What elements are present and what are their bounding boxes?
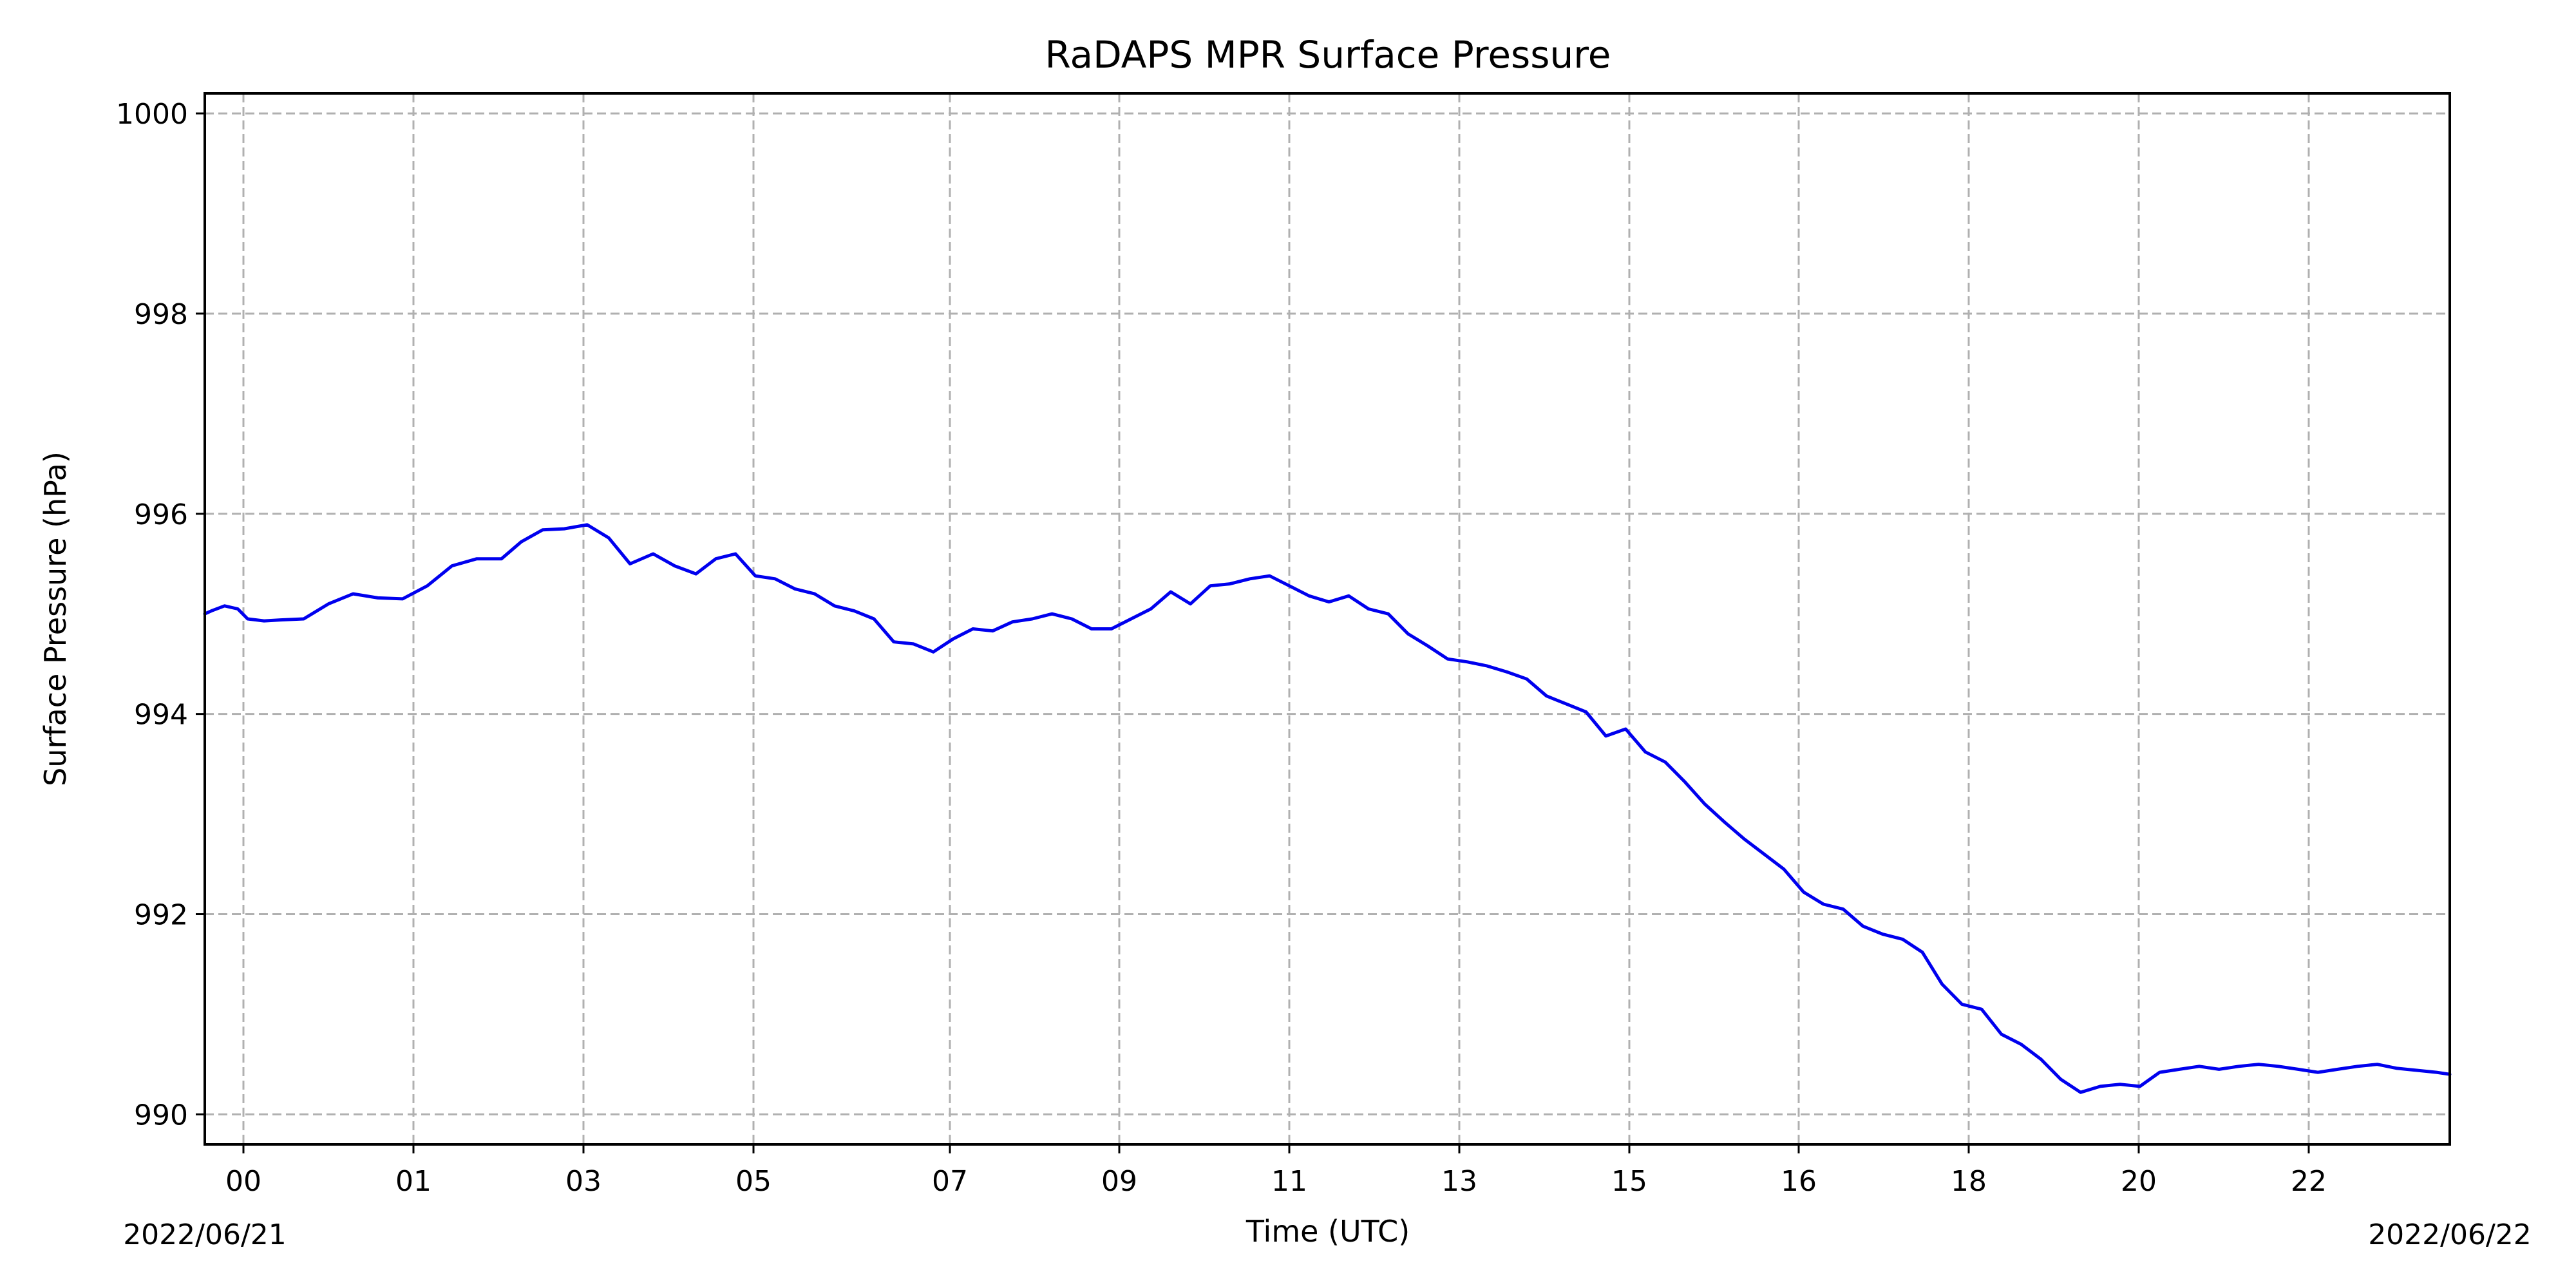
y-tick-label: 996	[134, 498, 188, 531]
x-tick-label: 01	[395, 1165, 431, 1198]
y-axis-title: Surface Pressure (hPa)	[38, 451, 73, 786]
x-tick-label: 11	[1271, 1165, 1307, 1198]
y-tick-label: 994	[134, 699, 188, 732]
y-tick-label: 990	[134, 1099, 188, 1132]
x-axis-ticks: 00 01 03 05 07 09 11 13 15 16 18 20 22	[225, 1144, 2327, 1198]
y-tick-label: 998	[134, 298, 188, 331]
x-tick-label: 00	[225, 1165, 261, 1198]
y-tick-label: 992	[134, 899, 188, 932]
x-tick-label: 13	[1441, 1165, 1477, 1198]
x-tick-label: 22	[2291, 1165, 2327, 1198]
x-axis-title: Time (UTC)	[1245, 1214, 1410, 1249]
plot-frame	[204, 92, 2451, 1146]
y-tick-label: 1000	[116, 98, 188, 131]
x-tick-label: 03	[565, 1165, 601, 1198]
pressure-series-line	[203, 523, 2452, 1094]
x-tick-label: 09	[1101, 1165, 1137, 1198]
grid-lines	[205, 93, 2450, 1144]
chart-title: RaDAPS MPR Surface Pressure	[1045, 33, 1611, 77]
x-tick-label: 05	[735, 1165, 772, 1198]
y-axis-ticks: 990 992 994 996 998 1000	[116, 98, 205, 1132]
x-tick-label: 07	[932, 1165, 968, 1198]
x-tick-label: 15	[1611, 1165, 1647, 1198]
date-start-label: 2022/06/21	[123, 1218, 287, 1251]
x-tick-label: 18	[1951, 1165, 1987, 1198]
x-tick-label: 16	[1781, 1165, 1817, 1198]
date-end-label: 2022/06/22	[2368, 1218, 2532, 1251]
x-tick-label: 20	[2121, 1165, 2157, 1198]
